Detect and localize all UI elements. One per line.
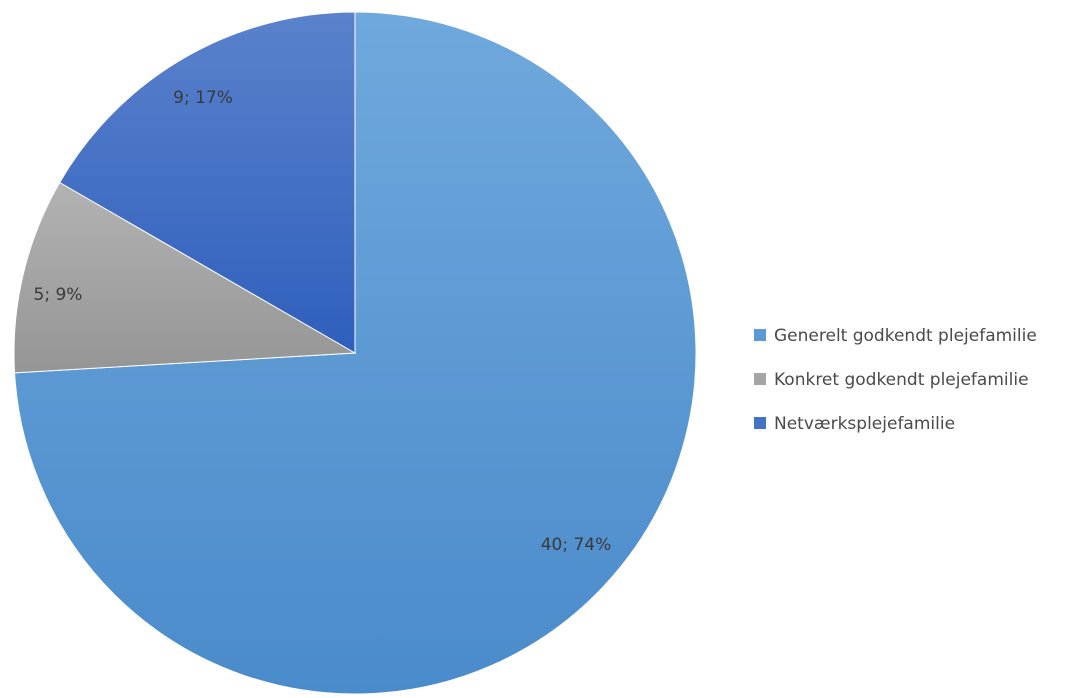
legend-label: Generelt godkendt plejefamilie: [774, 326, 1037, 346]
legend-item-netværksplejefamilie: Netværksplejefamilie: [754, 414, 955, 434]
legend-label: Konkret godkendt plejefamilie: [774, 370, 1029, 390]
legend: Generelt godkendt plejefamilie Konkret go…: [754, 326, 1037, 434]
legend-label: Netværksplejefamilie: [774, 414, 955, 434]
pie-slice-netværksplejefamilie: [59, 11, 356, 354]
data-label-generelt-godkendt-plejefamilie: 40; 74%: [541, 535, 612, 555]
legend-swatch: [754, 417, 766, 429]
pie-slices: [13, 11, 697, 695]
legend-item-generelt-godkendt-plejefamilie: Generelt godkendt plejefamilie: [754, 326, 1037, 346]
legend-swatch: [754, 329, 766, 341]
data-label-konkret-godkendt-plejefamilie: 5; 9%: [34, 285, 83, 305]
pie-data-labels: 40; 74% 5; 9% 9; 17%: [34, 88, 612, 555]
legend-item-konkret-godkendt-plejefamilie: Konkret godkendt plejefamilie: [754, 370, 1029, 390]
legend-swatch: [754, 373, 766, 385]
pie-slice-konkret-godkendt-plejefamilie: [13, 181, 357, 374]
data-label-netværksplejefamilie: 9; 17%: [173, 88, 233, 108]
